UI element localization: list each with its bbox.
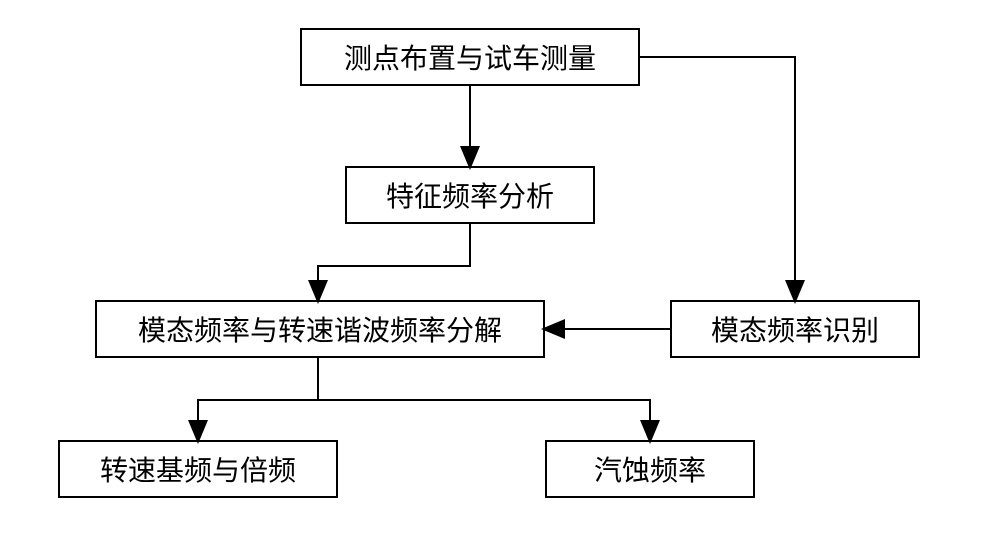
flowchart-node-modal-identification: 模态频率识别 (670, 300, 920, 358)
flowchart-node-measurement: 测点布置与试车测量 (300, 28, 640, 86)
node-label: 模态频率与转速谐波频率分解 (138, 309, 502, 349)
edge-n3-n6 (318, 358, 650, 440)
flowchart-node-feature-frequency: 特征频率分析 (345, 166, 595, 224)
edge-n3-n5 (198, 358, 318, 440)
node-label: 汽蚀频率 (594, 449, 706, 489)
node-label: 测点布置与试车测量 (344, 37, 596, 77)
flowchart-node-speed-frequency: 转速基频与倍频 (58, 440, 338, 498)
node-label: 特征频率分析 (386, 175, 554, 215)
flowchart-node-cavitation-frequency: 汽蚀频率 (545, 440, 755, 498)
edge-n1-n4 (640, 57, 795, 300)
node-label: 模态频率识别 (711, 309, 879, 349)
node-label: 转速基频与倍频 (100, 449, 296, 489)
flowchart-node-modal-decomposition: 模态频率与转速谐波频率分解 (95, 300, 545, 358)
edge-n2-n3 (318, 224, 470, 300)
